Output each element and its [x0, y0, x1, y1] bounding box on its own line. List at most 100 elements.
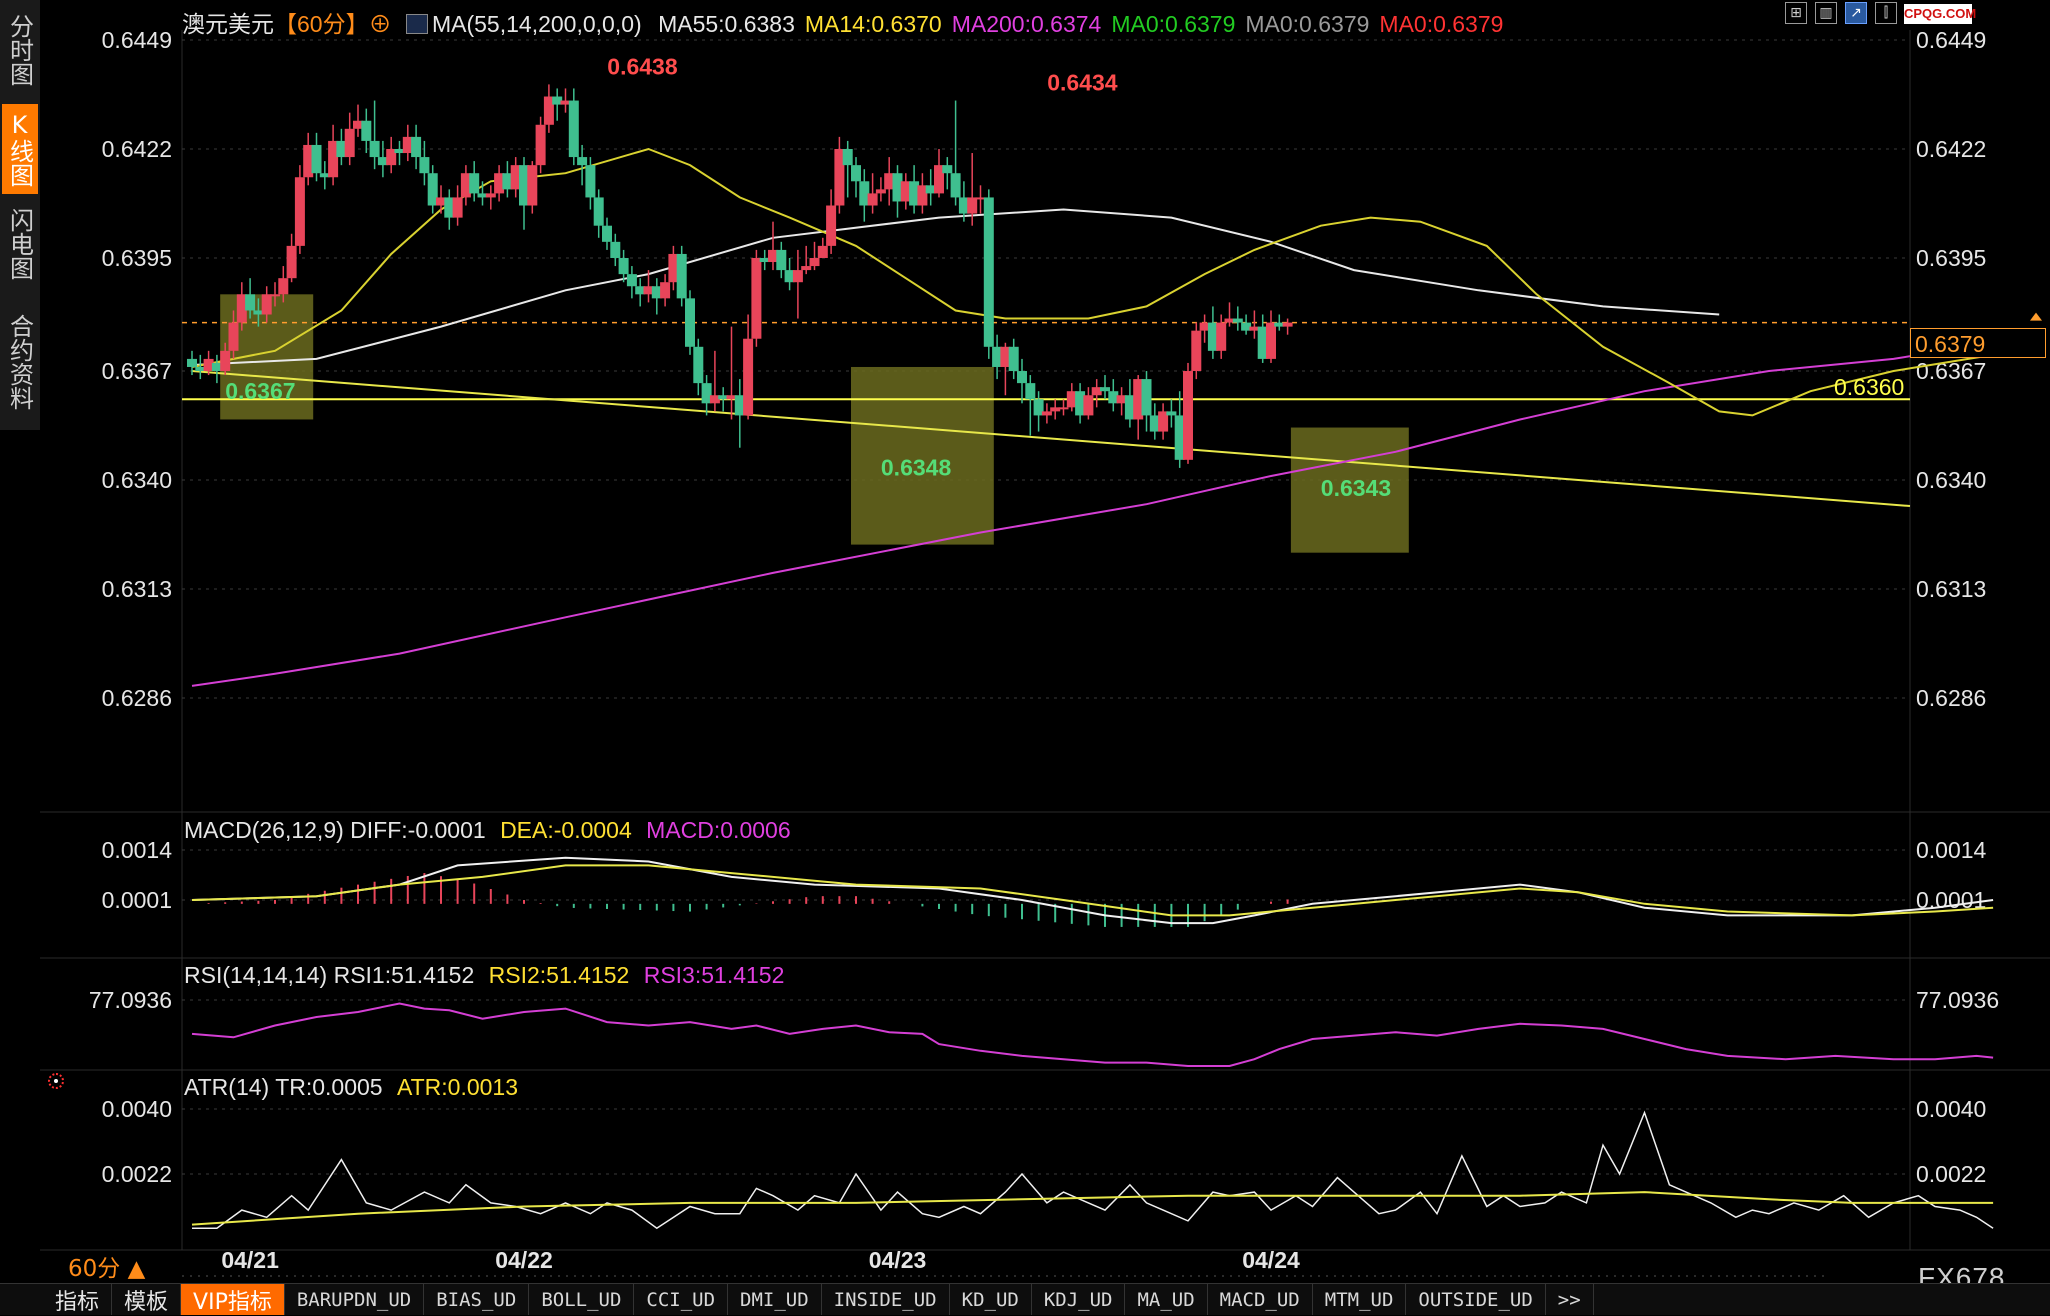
candle-body: [759, 257, 770, 263]
candle-body: [1224, 318, 1235, 323]
candle-body: [203, 358, 214, 372]
crosshair-icon[interactable]: ⊞: [1785, 2, 1807, 24]
x-tick-label: 04/21: [221, 1247, 279, 1273]
price-arrow-icon: [2030, 312, 2042, 321]
sidebar-tab[interactable]: 分时图: [5, 14, 34, 86]
sidebar-tab[interactable]: 合约资料: [5, 314, 34, 410]
atr-line: [191, 1191, 1994, 1226]
candle-body: [1091, 387, 1102, 396]
candle-body: [784, 270, 795, 283]
indicator-tab[interactable]: 指标: [0, 1284, 113, 1315]
candle-body: [751, 257, 762, 339]
add-icon[interactable]: ⊕: [368, 11, 392, 37]
y-tick-label-right: 0.6340: [1916, 467, 1986, 493]
candle-body: [1058, 407, 1069, 410]
indicator-tab-bar: 指标 模板 VIP指标 BARUPDN_UD BIAS_UD BOLL_UD CCI_UD D…: [0, 1283, 2050, 1315]
candle-body: [460, 173, 471, 198]
indicator-tab[interactable]: MTM_UD: [1313, 1284, 1407, 1315]
period-selector[interactable]: 60分 ▲: [68, 1256, 146, 1282]
price-annotation: 0.6367: [225, 378, 295, 404]
candle-body: [1141, 379, 1152, 416]
candle-body: [950, 173, 961, 198]
toolbar: ⊞ ▥ ↗ ⫿: [1785, 2, 1897, 24]
indicator-tab[interactable]: BARUPDN_UD: [285, 1284, 425, 1315]
candle-body: [1116, 395, 1127, 404]
rsi-y-tick-right: 77.0936: [1916, 987, 1999, 1013]
candle-body: [577, 157, 588, 166]
atr-value: ATR:0.0013: [396, 1074, 519, 1100]
candle-body: [1017, 371, 1027, 384]
indicator-tab[interactable]: INSIDE_UD: [822, 1284, 950, 1315]
y-tick-label-right: 0.6422: [1916, 136, 1986, 162]
candle-body: [1041, 411, 1052, 416]
atr-y-tick-right: 0.0022: [1916, 1161, 1986, 1187]
indicator-tab[interactable]: 模板: [112, 1284, 182, 1315]
indicator-icon[interactable]: [405, 14, 428, 34]
candle-body: [701, 383, 712, 404]
y-tick-label: 0.6367: [102, 358, 172, 384]
candle-body: [386, 148, 397, 166]
indicator-tab[interactable]: BOLL_UD: [529, 1284, 635, 1315]
candle-body: [618, 257, 629, 275]
indicator-tab[interactable]: MA_UD: [1125, 1284, 1208, 1315]
indicator-tab[interactable]: DMI_UD: [728, 1284, 822, 1315]
candle-body: [519, 165, 529, 206]
candle-body: [1199, 322, 1210, 331]
candle-body: [909, 181, 920, 206]
indicator-tab[interactable]: >>: [1546, 1284, 1594, 1315]
candle-body: [917, 185, 928, 206]
sidebar-tab[interactable]: K线图: [2, 104, 38, 194]
rsi3-value: RSI3:51.4152: [643, 962, 785, 988]
candle-body: [900, 181, 911, 202]
indicator-tab[interactable]: VIP指标: [181, 1284, 285, 1315]
candle-body: [1266, 322, 1276, 359]
candle-body: [975, 197, 986, 200]
candle-body: [494, 173, 505, 194]
ma-value: MA55:0.6383: [658, 11, 795, 37]
candle-body: [892, 173, 903, 202]
rsi-y-tick: 77.0936: [89, 987, 172, 1013]
y-tick-label-right: 0.6395: [1916, 245, 1986, 271]
candle-body: [278, 278, 289, 295]
candle-body: [560, 100, 571, 105]
candle-body: [626, 274, 637, 287]
candle-body: [245, 294, 256, 311]
rsi-header: RSI(14,14,14) RSI1:51.4152 RSI2:51.4152 …: [184, 962, 784, 989]
y-tick-label-right: 0.6449: [1916, 27, 1986, 53]
sidebar-tab[interactable]: 闪电图: [5, 208, 34, 280]
y-tick-label: 0.6286: [102, 685, 172, 711]
candle-body: [527, 165, 538, 206]
ma-value: MA0:0.6379: [1379, 11, 1504, 37]
atr-y-tick: 0.0022: [102, 1161, 172, 1187]
x-tick-label: 04/24: [1242, 1247, 1300, 1273]
candle-body: [1174, 415, 1185, 460]
candle-body: [1050, 407, 1061, 412]
candle-body: [419, 157, 430, 174]
candle-body: [967, 197, 978, 214]
line-chart-icon[interactable]: ↗: [1845, 2, 1867, 24]
indicator-tab[interactable]: CCI_UD: [634, 1284, 729, 1315]
indicator-tab[interactable]: OUTSIDE_UD: [1406, 1284, 1546, 1315]
y-tick-label-right: 0.6313: [1916, 576, 1986, 602]
candle-body: [1216, 322, 1227, 351]
candle-body: [859, 181, 870, 206]
target-icon[interactable]: [48, 1073, 64, 1089]
candle-body: [427, 173, 438, 206]
period-tag[interactable]: 【60分】: [274, 11, 369, 37]
candle-body: [535, 124, 546, 166]
candle-chart-icon[interactable]: ⫿: [1875, 2, 1897, 24]
candle-body: [469, 173, 480, 194]
price-annotation: 0.6438: [607, 53, 678, 79]
rsi1-value: RSI1:51.4152: [333, 962, 475, 988]
candle-body: [817, 245, 828, 258]
candle-body: [261, 294, 272, 315]
indicator-tab[interactable]: KDJ_UD: [1032, 1284, 1126, 1315]
indicator-tab[interactable]: BIAS_UD: [424, 1284, 530, 1315]
indicator-tab[interactable]: MACD_UD: [1208, 1284, 1313, 1315]
ma-value: MA14:0.6370: [804, 11, 942, 37]
candle-body: [734, 395, 745, 416]
indicator-tab[interactable]: KD_UD: [950, 1284, 1032, 1315]
candle-body: [253, 310, 264, 315]
bar-chart-icon[interactable]: ▥: [1815, 2, 1837, 24]
